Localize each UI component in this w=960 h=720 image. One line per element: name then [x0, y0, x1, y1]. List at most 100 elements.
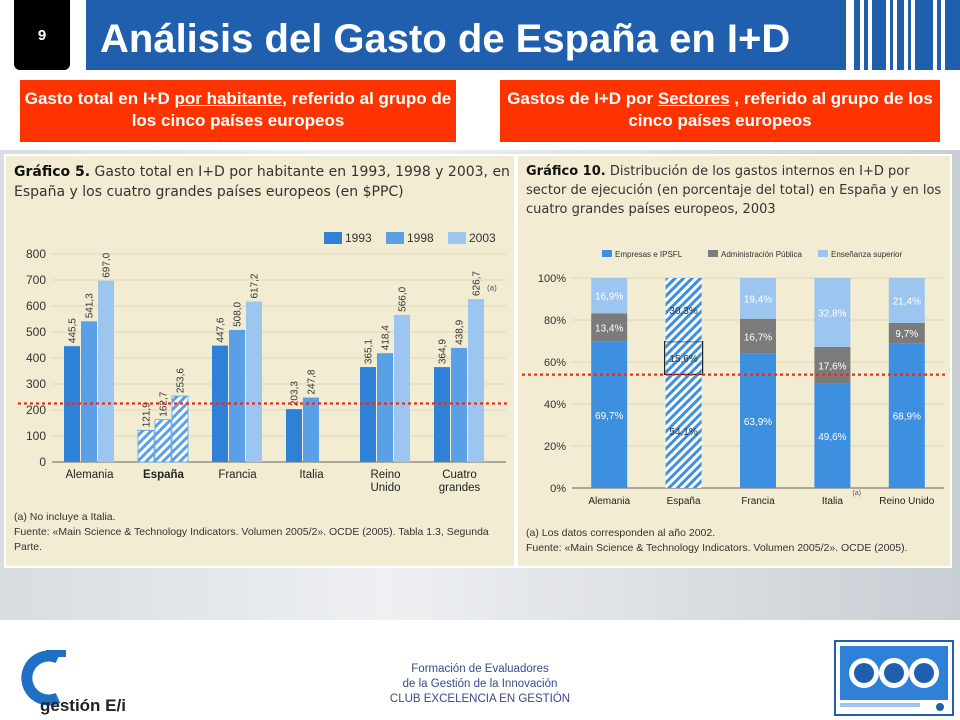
segment-Francia-0 [740, 353, 776, 488]
x-category-label: Francia [741, 496, 775, 507]
segment-value-label: 17,6% [818, 361, 846, 372]
value-label: 447,6 [216, 317, 227, 342]
bar-España-1998 [154, 419, 172, 463]
x-category-label: grandes [439, 482, 481, 494]
bar-Italia-1998 [303, 397, 319, 462]
bar-Italia-1993 [286, 409, 302, 462]
y-tick-label: 300 [26, 377, 46, 391]
x-category-label: Reino Unido [879, 496, 934, 507]
footer-text: Formación de Evaluadores de la Gestión d… [360, 662, 600, 707]
chart2-note2: Fuente: «Main Science & Technology Indic… [526, 542, 908, 554]
logo-text: gestión E/i [40, 696, 126, 715]
chart2-note-line1: (a) Los datos corresponden al año 2002. [526, 526, 946, 541]
category-footnote-marker: (a) [487, 283, 497, 292]
y-tick-label: 400 [26, 351, 46, 365]
segment-value-label: 30,3% [669, 306, 697, 317]
legend-label-1998: 1998 [407, 231, 434, 245]
left-subtitle-underlined: por habitante [174, 89, 283, 108]
segment-Italia-1 [814, 346, 851, 384]
segment-Alemania-0 [591, 341, 628, 488]
y-tick-label: 100% [538, 273, 566, 285]
right-subtitle-post: , referido al grupo de los cinco países … [628, 89, 933, 130]
value-label: 364,9 [438, 339, 449, 364]
chart2-notes: (a) Los datos corresponden al año 2002. … [526, 526, 946, 556]
bar-Cuatro grandes-2003 [468, 299, 484, 462]
y-tick-label: 0 [39, 455, 46, 469]
footer-line2: de la Gestión de la Innovación [402, 678, 558, 690]
chart1-note2: Fuente: «Main Science & Technology Indic… [14, 526, 489, 553]
segment-Italia-0 [814, 383, 851, 488]
bar-Francia-2003 [246, 301, 262, 462]
segment-value-label: 63,9% [744, 417, 772, 428]
value-label: 365,1 [364, 339, 375, 364]
value-label: 418,4 [381, 325, 392, 350]
value-label: 617,2 [250, 273, 261, 298]
chart1-svg: 1993 1998 2003 0 100 200 300 400 500 600 700 800 445… [18, 231, 510, 494]
footer-line3: CLUB EXCELENCIA EN GESTIÓN [389, 693, 571, 705]
category-footnote-marker: (a) [852, 490, 861, 497]
y-tick-label: 60% [544, 357, 566, 369]
segment-value-label: 13,4% [595, 324, 623, 335]
chart1-note-line1: (a) No incluye a Italia. [14, 510, 510, 525]
legend-swatch [602, 250, 612, 257]
decorative-stripes [854, 0, 960, 70]
left-subtitle-pre: Gasto total en I+D [24, 89, 175, 108]
y-tick-label: 500 [26, 325, 46, 339]
chart1-note-marker: (a) [14, 511, 27, 523]
bar-Cuatro grandes-1998 [451, 347, 467, 462]
x-category-label: España [667, 496, 701, 507]
value-label: 566,0 [398, 286, 409, 311]
legend-label-2003: 2003 [469, 231, 496, 245]
bar-España-2003 [171, 395, 189, 463]
segment-Francia-1 [740, 318, 776, 354]
gestion-logo [21, 650, 66, 706]
value-label: 203,3 [290, 381, 301, 406]
y-tick-label: 80% [544, 315, 566, 327]
chart1-notes: (a) No incluye a Italia. Fuente: «Main S… [14, 510, 510, 555]
chart2-note1: Los datos corresponden al año 2002. [541, 527, 716, 539]
segment-value-label: 15,6% [669, 354, 697, 365]
segment-España-1 [665, 341, 702, 375]
bar-Reino Unido-1998 [377, 353, 393, 462]
chart2-title: Distribución de los gastos internos en I… [526, 164, 942, 217]
segment-value-label: 9,7% [895, 329, 918, 340]
segment-value-label: 19,4% [744, 294, 772, 305]
left-subtitle-box: Gasto total en I+D por habitante, referi… [20, 80, 456, 142]
segment-value-label: 16,9% [595, 292, 623, 303]
chart2-svg: Empresas e IPSFL Administración Pública En… [522, 250, 946, 507]
y-tick-label: 40% [544, 399, 566, 411]
right-subtitle-pre: Gastos de I+D por [507, 89, 658, 108]
segment-Italia-2 [814, 278, 851, 347]
chart2-note-marker: (a) [526, 527, 539, 539]
legend-swatch-1998 [386, 232, 404, 244]
y-tick-label: 600 [26, 299, 46, 313]
segment-Reino Unido-0 [888, 343, 925, 488]
right-subtitle-underlined: Sectores [657, 89, 730, 108]
legend-label-1993: 1993 [345, 231, 372, 245]
chart2-title-block: Gráfico 10. Distribución de los gastos i… [526, 162, 946, 219]
right-subtitle-box: Gastos de I+D por Sectores , referido al… [500, 80, 940, 142]
bar-Alemania-1998 [81, 321, 97, 462]
y-tick-label: 100 [26, 429, 46, 443]
value-label: 541,3 [85, 293, 96, 318]
segment-Alemania-1 [591, 313, 628, 342]
x-category-label: Italia [822, 496, 844, 507]
x-category-label: Reino [370, 469, 400, 481]
chart1-title: Gasto total en I+D por habitante en 1993… [14, 164, 510, 200]
legend-swatch-2003 [448, 232, 466, 244]
segment-España-0 [665, 374, 702, 488]
page-number: 9 [14, 0, 70, 70]
segment-Francia-2 [740, 278, 776, 319]
segment-España-2 [665, 278, 702, 342]
chart-panel-right: Gráfico 10. Distribución de los gastos i… [516, 154, 952, 568]
x-category-label: Alemania [66, 469, 115, 481]
y-tick-label: 700 [26, 273, 46, 287]
chart1-label: Gráfico 5. [14, 164, 91, 180]
legend-swatch [818, 250, 828, 257]
y-tick-label: 800 [26, 247, 46, 261]
bar-Reino Unido-2003 [394, 314, 410, 462]
segment-value-label: 54,1% [669, 427, 697, 438]
segment-value-label: 16,7% [744, 332, 772, 343]
value-label: 247,8 [307, 369, 318, 394]
value-label: 508,0 [233, 301, 244, 326]
